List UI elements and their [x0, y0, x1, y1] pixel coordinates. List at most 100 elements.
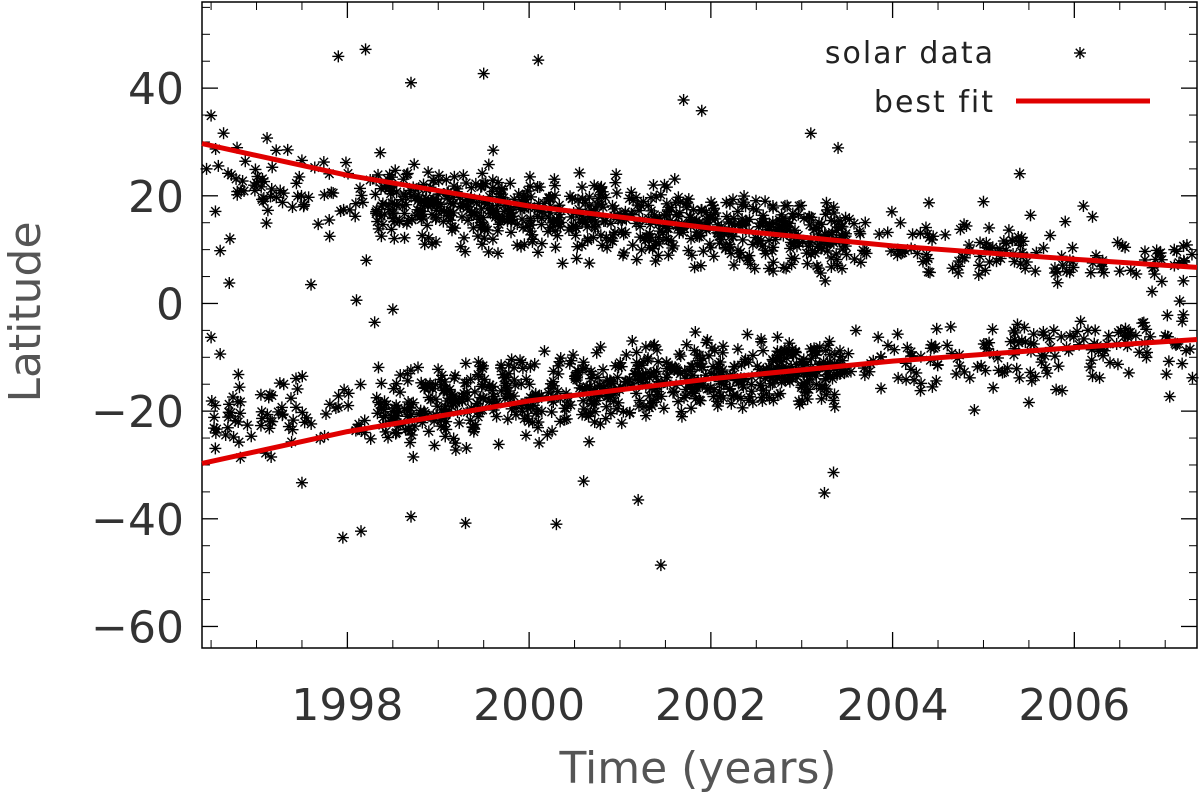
- y-tick-label: 0: [156, 279, 184, 330]
- solar-data-point: [505, 226, 518, 239]
- solar-data-point: [258, 175, 271, 188]
- solar-data-point: [205, 109, 218, 122]
- solar-data-point: [298, 198, 311, 211]
- solar-data-point: [819, 373, 832, 386]
- solar-data-point: [771, 331, 784, 344]
- solar-data-point: [305, 278, 318, 291]
- solar-data-point: [675, 405, 688, 418]
- solar-data-point: [842, 347, 855, 360]
- solar-data-point: [350, 294, 363, 307]
- solar-data-point: [391, 402, 404, 415]
- solar-data-point: [466, 420, 479, 433]
- solar-data-point: [291, 382, 304, 395]
- solar-data-point: [556, 257, 569, 270]
- solar-data-point: [644, 191, 657, 204]
- solar-data-point: [281, 143, 294, 156]
- solar-data-point: [1155, 275, 1168, 288]
- solar-data-point: [778, 199, 791, 212]
- solar-data-point: [797, 353, 810, 366]
- solar-data-point: [583, 435, 596, 448]
- solar-data-point: [711, 395, 724, 408]
- solar-data-point: [549, 224, 562, 237]
- solar-data-point: [600, 231, 613, 244]
- solar-data-point: [751, 236, 764, 249]
- solar-data-point: [739, 200, 752, 213]
- solar-data-point: [1008, 255, 1021, 268]
- solar-data-point: [693, 349, 706, 362]
- solar-data-point: [863, 365, 876, 378]
- solar-data-point: [418, 238, 431, 251]
- solar-data-point: [429, 212, 442, 225]
- solar-data-point: [209, 442, 222, 455]
- solar-data-point: [977, 195, 990, 208]
- solar-data-point: [256, 412, 269, 425]
- solar-data-point: [543, 193, 556, 206]
- solar-data-point: [377, 403, 390, 416]
- solar-data-point: [474, 221, 487, 234]
- solar-data-point: [1122, 366, 1135, 379]
- solar-data-point: [1048, 350, 1061, 363]
- solar-data-point: [757, 212, 770, 225]
- solar-data-point: [414, 205, 427, 218]
- solar-data-point: [295, 476, 308, 489]
- solar-data-point: [457, 169, 470, 182]
- solar-data-point: [532, 246, 545, 259]
- solar-data-point: [1102, 329, 1115, 342]
- solar-data-point: [600, 400, 613, 413]
- solar-data-point: [486, 181, 499, 194]
- solar-data-point: [722, 215, 735, 228]
- solar-data-point: [1111, 358, 1124, 371]
- solar-data-point: [736, 401, 749, 414]
- solar-data-point: [963, 371, 976, 384]
- solar-data-point: [448, 170, 461, 183]
- solar-data-point: [459, 517, 472, 530]
- solar-data-point: [992, 364, 1005, 377]
- solar-data-point: [522, 220, 535, 233]
- solar-data-point: [293, 170, 306, 183]
- solar-data-point: [731, 205, 744, 218]
- solar-data-point: [1041, 367, 1054, 380]
- solar-data-point: [741, 328, 754, 341]
- solar-data-point: [388, 232, 401, 245]
- solar-data-point: [763, 220, 776, 233]
- solar-data-point: [317, 156, 330, 169]
- solar-data-point: [795, 199, 808, 212]
- solar-data-point: [553, 355, 566, 368]
- solar-data-point: [323, 230, 336, 243]
- minor-ticks: [202, 2, 1197, 648]
- solar-data-point: [214, 348, 227, 361]
- solar-data-point: [501, 215, 514, 228]
- solar-data-point: [775, 221, 788, 234]
- solar-data-point: [343, 203, 356, 216]
- solar-data-point: [972, 268, 985, 281]
- solar-data-point: [386, 303, 399, 316]
- solar-data-point: [643, 401, 656, 414]
- solar-data-point: [332, 50, 345, 63]
- y-tick-label: 40: [128, 64, 184, 115]
- solar-data-point: [482, 245, 495, 258]
- solar-data-point: [743, 213, 756, 226]
- solar-data-point: [828, 400, 841, 413]
- solar-data-point: [370, 205, 383, 218]
- solar-data-point: [881, 339, 894, 352]
- solar-data-point: [1111, 236, 1124, 249]
- solar-data-point: [1055, 330, 1068, 343]
- solar-data-point: [646, 242, 659, 255]
- solar-data-point: [551, 385, 564, 398]
- y-tick-label: 60: [128, 0, 184, 7]
- solar-data-point: [408, 158, 421, 171]
- plot-frame-rect: [201, 1, 1198, 649]
- solar-data-point: [217, 127, 230, 140]
- solar-data-point: [407, 450, 420, 463]
- solar-data-point: [428, 439, 441, 452]
- solar-data-point: [644, 231, 657, 244]
- solar-data-point: [743, 249, 756, 262]
- solar-data-point: [1029, 265, 1042, 278]
- solar-data-point: [573, 381, 586, 394]
- solar-data-point: [737, 381, 750, 394]
- solar-data-point: [713, 385, 726, 398]
- solar-data-point: [705, 196, 718, 209]
- solar-data-point: [200, 162, 213, 175]
- solar-data-point: [919, 221, 932, 234]
